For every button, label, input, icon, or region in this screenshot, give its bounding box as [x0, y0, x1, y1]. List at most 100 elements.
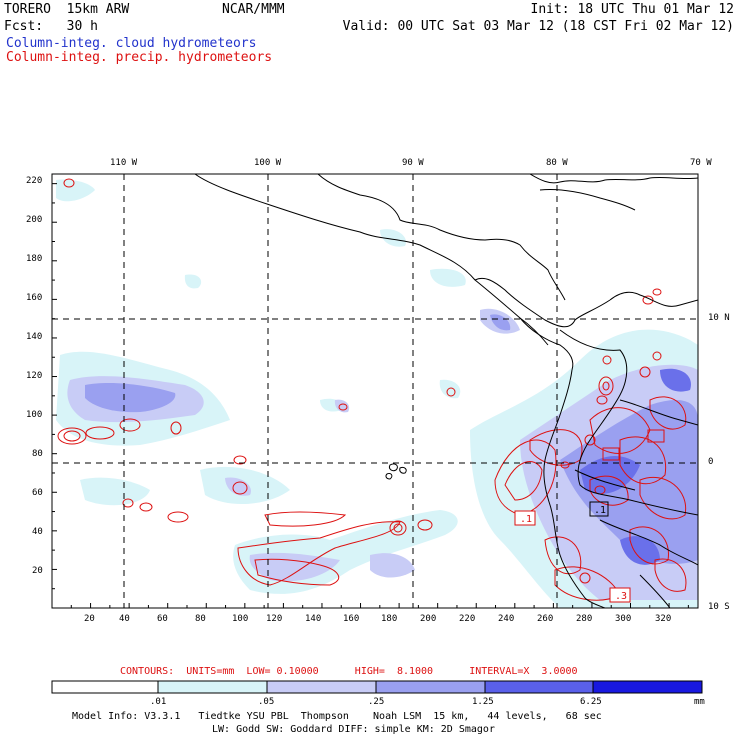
cloud-shade-east [580, 455, 640, 494]
model-info-line1: Model Info: V3.3.1 Tiedtke YSU PBL Thomp… [72, 711, 602, 722]
axis-ticks [52, 183, 689, 608]
lon-label: 90 W [402, 158, 424, 168]
contour-label-boxes: .1 .1 .3 [514, 429, 665, 603]
map-plot-area: .1 .1 .3 [52, 174, 698, 608]
precip-contour [139, 502, 153, 512]
precip-contour [652, 351, 662, 361]
legend-cloud-label: Column-integ. cloud hydrometeors [6, 36, 257, 51]
precip-contour [254, 558, 340, 586]
lat-label: 0 [708, 457, 714, 467]
precip-contour [167, 511, 189, 523]
country-border [639, 574, 671, 608]
cloud-shade-patch [380, 229, 406, 247]
y-tick-label: 100 [26, 410, 43, 420]
x-tick-label: 100 [232, 614, 249, 624]
x-tick-label: 140 [305, 614, 322, 624]
contour-label-box [589, 501, 609, 517]
precip-contour [654, 558, 687, 592]
lat-label: 10 S [708, 602, 730, 612]
island-galapagos [389, 463, 398, 472]
colorbar-level: 6.25 [580, 697, 602, 707]
precip-contour [602, 355, 612, 365]
country-border [574, 469, 636, 491]
precip-contour [119, 418, 141, 432]
contour-label-box [602, 447, 620, 461]
country-border [619, 399, 698, 426]
precip-contour [579, 572, 591, 584]
y-tick-label: 40 [32, 527, 43, 537]
center-name: NCAR/MMM [222, 2, 285, 17]
lat-lon-grid [52, 174, 698, 608]
colorbar-level: .25 [368, 697, 385, 707]
cloud-shading [56, 179, 698, 608]
lat-label: 10 N [708, 313, 730, 323]
precip-contours [57, 178, 687, 601]
x-tick-label: 320 [655, 614, 672, 624]
precip-contour [652, 288, 662, 296]
precip-contour [639, 476, 687, 520]
cloud-shade-patch [430, 268, 466, 287]
precip-contour [233, 455, 247, 465]
cloud-shade-patch [490, 314, 511, 331]
precip-contour [494, 439, 557, 516]
precip-contour [338, 403, 348, 411]
precip-contour [446, 387, 456, 397]
coastline-central-america [474, 277, 611, 328]
cloud-shade-patch [80, 477, 150, 506]
colorbar-swatch [484, 680, 594, 694]
precip-contour [170, 421, 182, 435]
colorbar-swatch [157, 680, 268, 694]
y-tick-label: 160 [26, 293, 43, 303]
precip-contour [642, 295, 654, 305]
contour-box-label: .1 [520, 514, 532, 525]
y-tick-label: 140 [26, 332, 43, 342]
coastline-cuba [539, 189, 636, 211]
color-bar [51, 680, 703, 694]
precip-contour [560, 461, 570, 469]
x-tick-label: 20 [84, 614, 95, 624]
cloud-shade-patch [184, 274, 202, 289]
country-border [559, 329, 698, 516]
cloud-shade-west [85, 382, 176, 413]
x-tick-label: 80 [195, 614, 206, 624]
x-tick-label: 300 [615, 614, 632, 624]
coastline-panama [519, 317, 574, 371]
y-tick-label: 80 [32, 449, 43, 459]
cloud-shade-patch [56, 179, 95, 202]
cloud-shade-arc [249, 552, 340, 582]
cloud-shade-arc [233, 510, 458, 594]
precip-contour [393, 523, 403, 533]
precip-contour [264, 511, 347, 527]
x-tick-label: 160 [343, 614, 360, 624]
precip-contour [504, 461, 543, 501]
precip-contour [639, 366, 651, 378]
island-galapagos [399, 467, 407, 474]
colorbar-swatch [592, 680, 703, 694]
country-border [599, 519, 698, 566]
colorbar-level: 1.25 [472, 697, 494, 707]
cloud-shade-arc [370, 553, 415, 578]
cloud-shade-east [660, 368, 691, 392]
model-info-line2: LW: Godd SW: Goddard DIFF: simple KM: 2D… [212, 724, 495, 735]
coastline-colombia [609, 291, 698, 307]
colorbar-swatch [266, 680, 377, 694]
cloud-shade-patch [225, 477, 251, 496]
precip-contour [584, 434, 596, 446]
coastline-mexico [194, 174, 549, 346]
valid-time: Valid: 00 UTC Sat 03 Mar 12 (18 CST Fri … [342, 19, 734, 34]
island-galapagos [385, 473, 393, 480]
lon-label: 100 W [254, 158, 282, 168]
precip-contour [237, 521, 401, 586]
x-tick-label: 120 [266, 614, 283, 624]
x-tick-label: 60 [157, 614, 168, 624]
colorbar-unit: mm [694, 697, 705, 707]
precip-contour [649, 396, 687, 430]
precip-contour [596, 395, 608, 405]
coastlines [194, 174, 698, 608]
precip-contour [544, 536, 582, 575]
precip-contour [57, 427, 87, 445]
y-tick-label: 180 [26, 254, 43, 264]
model-title: TORERO 15km ARW [4, 2, 130, 17]
y-tick-label: 200 [26, 215, 43, 225]
lon-label: 80 W [546, 158, 568, 168]
